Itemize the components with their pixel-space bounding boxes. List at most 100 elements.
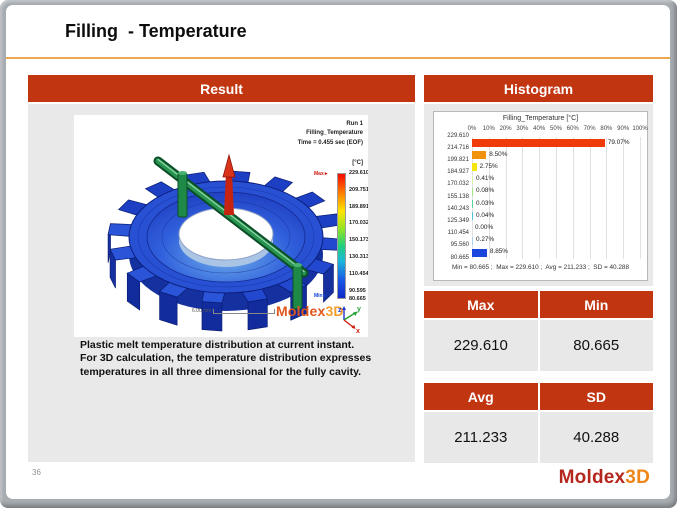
y-tick-label: 125.349 xyxy=(447,217,469,224)
x-tick-label: 50% xyxy=(549,126,563,132)
gridline xyxy=(522,137,524,259)
chart-stats-footer: Min = 80.665 ; Max = 229.610 ; Avg = 211… xyxy=(451,264,630,271)
gridline xyxy=(505,137,507,259)
x-tick-label: 90% xyxy=(617,126,630,132)
bar-percent-label: 8.85% xyxy=(489,248,508,256)
x-tick-label: 100% xyxy=(632,126,648,132)
y-tick-label: 140.243 xyxy=(447,205,469,212)
x-tick-label: 10% xyxy=(482,126,495,132)
histogram-bar xyxy=(472,212,473,221)
ruler-bracket xyxy=(213,309,276,314)
gridline xyxy=(572,137,574,259)
histogram-bar xyxy=(472,139,605,147)
histogram-bar-row: 0.04% xyxy=(472,210,640,222)
scale-value-label: 229.610 xyxy=(349,170,368,176)
histogram-chart: Filling_Temperature [°C] 0% 10% 20% 30% 40% 5… xyxy=(433,111,648,281)
avg-sd-table: Avg SD 211.233 40.288 xyxy=(424,383,653,463)
min-header-cell: Min xyxy=(539,291,653,318)
gridline xyxy=(606,137,608,259)
histogram-bar-row: 0.08% xyxy=(472,186,640,198)
bar-percent-label: 0.08% xyxy=(476,187,495,195)
avg-header-cell: Avg xyxy=(424,383,538,410)
gridline xyxy=(589,137,591,259)
min-marker: Min► xyxy=(314,293,328,299)
svg-text:y: y xyxy=(357,306,361,313)
histogram-panel-body: Filling_Temperature [°C] 0% 10% 20% 30% 40% 5… xyxy=(424,104,653,286)
runner-bar xyxy=(153,156,309,310)
bar-percent-label: 0.27% xyxy=(476,236,495,244)
scale-value-label: 150.173 xyxy=(349,237,368,244)
histogram-bar-row: 2.75% xyxy=(472,161,640,173)
gridline xyxy=(640,137,641,259)
histogram-bar-row: 0.03% xyxy=(472,198,640,210)
scale-value-label: 130.313 xyxy=(349,254,368,260)
arrow-right-icon: ► xyxy=(323,171,329,177)
gridline xyxy=(539,137,541,259)
x-tick-label: 60% xyxy=(566,126,579,132)
gridline xyxy=(623,137,625,259)
plot-area: 79.07% 8.50% 2.75% 0.41% 0.08% 0.03% 0.04% 0.00… xyxy=(472,137,641,259)
bar-percent-label: 2.75% xyxy=(479,162,498,170)
max-marker: Max► xyxy=(314,171,329,177)
y-tick-label: 229.610 xyxy=(447,132,469,139)
histogram-bar-row: 79.07% xyxy=(472,137,640,149)
result-label: Filling_Temperature xyxy=(306,130,363,137)
chart-title: Filling_Temperature [°C] xyxy=(502,115,579,122)
bar-percent-label: 0.03% xyxy=(476,199,495,207)
y-tick-label: 199.821 xyxy=(447,156,469,163)
min-value-cell: 80.665 xyxy=(539,320,653,371)
sd-header-cell: SD xyxy=(539,383,653,410)
avg-value-cell: 211.233 xyxy=(424,412,538,463)
y-tick-label: 214.716 xyxy=(447,144,469,151)
y-tick-label: 80.665 xyxy=(450,254,469,261)
result-caption: Plastic melt temperature distribution at… xyxy=(80,339,372,378)
page-number: 36 xyxy=(32,468,41,477)
gridline xyxy=(556,137,557,259)
arrow-right-icon: ► xyxy=(322,293,328,299)
gridline xyxy=(488,137,490,259)
time-label: Time = 0.455 sec (EOF) xyxy=(297,139,363,146)
scale-ruler: 6.00 mm xyxy=(192,308,276,314)
plot-annotation: Run 1 Filling_Temperature Time = 0.455 s… xyxy=(298,120,363,148)
page-title: Filling - Temperature xyxy=(65,21,247,41)
histogram-bar xyxy=(472,236,473,245)
result-panel-header: Result xyxy=(28,75,415,102)
ruler-label: 6.00 mm xyxy=(192,308,212,314)
max-min-table: Max Min 229.610 80.665 xyxy=(424,291,653,371)
histogram-panel-header: Histogram xyxy=(424,75,653,102)
gear-model-illustration xyxy=(107,153,345,332)
bar-percent-label: 8.50% xyxy=(489,150,508,158)
x-tick-label: 80% xyxy=(600,126,613,132)
bar-percent-label: 79.07% xyxy=(607,138,630,146)
slide-canvas: Filling - Temperature Result xyxy=(6,5,670,499)
scale-value-label: 80.665 xyxy=(349,296,366,302)
sd-value-cell: 40.288 xyxy=(539,412,653,463)
histogram-bar-row: 8.85% xyxy=(472,247,640,259)
x-tick-label: 30% xyxy=(516,126,529,132)
x-axis-ticks: 0% 10% 20% 30% 40% 50% 60% 70% 80% 90% 100% xyxy=(468,126,648,134)
scale-value-label: 90.595 xyxy=(349,287,366,294)
bar-percent-label: 0.04% xyxy=(476,211,495,219)
y-tick-label: 184.927 xyxy=(447,169,469,176)
scale-value-label: 189.891 xyxy=(349,203,368,210)
histogram-bar xyxy=(472,151,487,160)
max-header-cell: Max xyxy=(424,291,538,318)
color-scale-bar xyxy=(337,173,346,299)
max-value-cell: 229.610 xyxy=(424,320,538,371)
run-label: Run 1 xyxy=(346,121,363,127)
bar-percent-label: 0.41% xyxy=(476,175,495,183)
histogram-bar-row: 0.00% xyxy=(472,222,640,234)
histogram-bar xyxy=(472,187,473,196)
x-tick-label: 0% xyxy=(467,126,477,132)
histogram-bar-row: 8.50% xyxy=(472,149,640,161)
x-tick-label: 40% xyxy=(533,126,546,132)
histogram-bar-row: 0.27% xyxy=(472,235,640,247)
scale-value-label: 110.454 xyxy=(349,270,368,277)
scale-value-label: 209.751 xyxy=(349,186,368,193)
sprue xyxy=(222,153,236,215)
x-tick-label: 20% xyxy=(499,126,512,132)
histogram-bar-row: 0.41% xyxy=(472,174,640,186)
gridline xyxy=(472,137,473,259)
bar-percent-label: 0.00% xyxy=(475,223,494,231)
